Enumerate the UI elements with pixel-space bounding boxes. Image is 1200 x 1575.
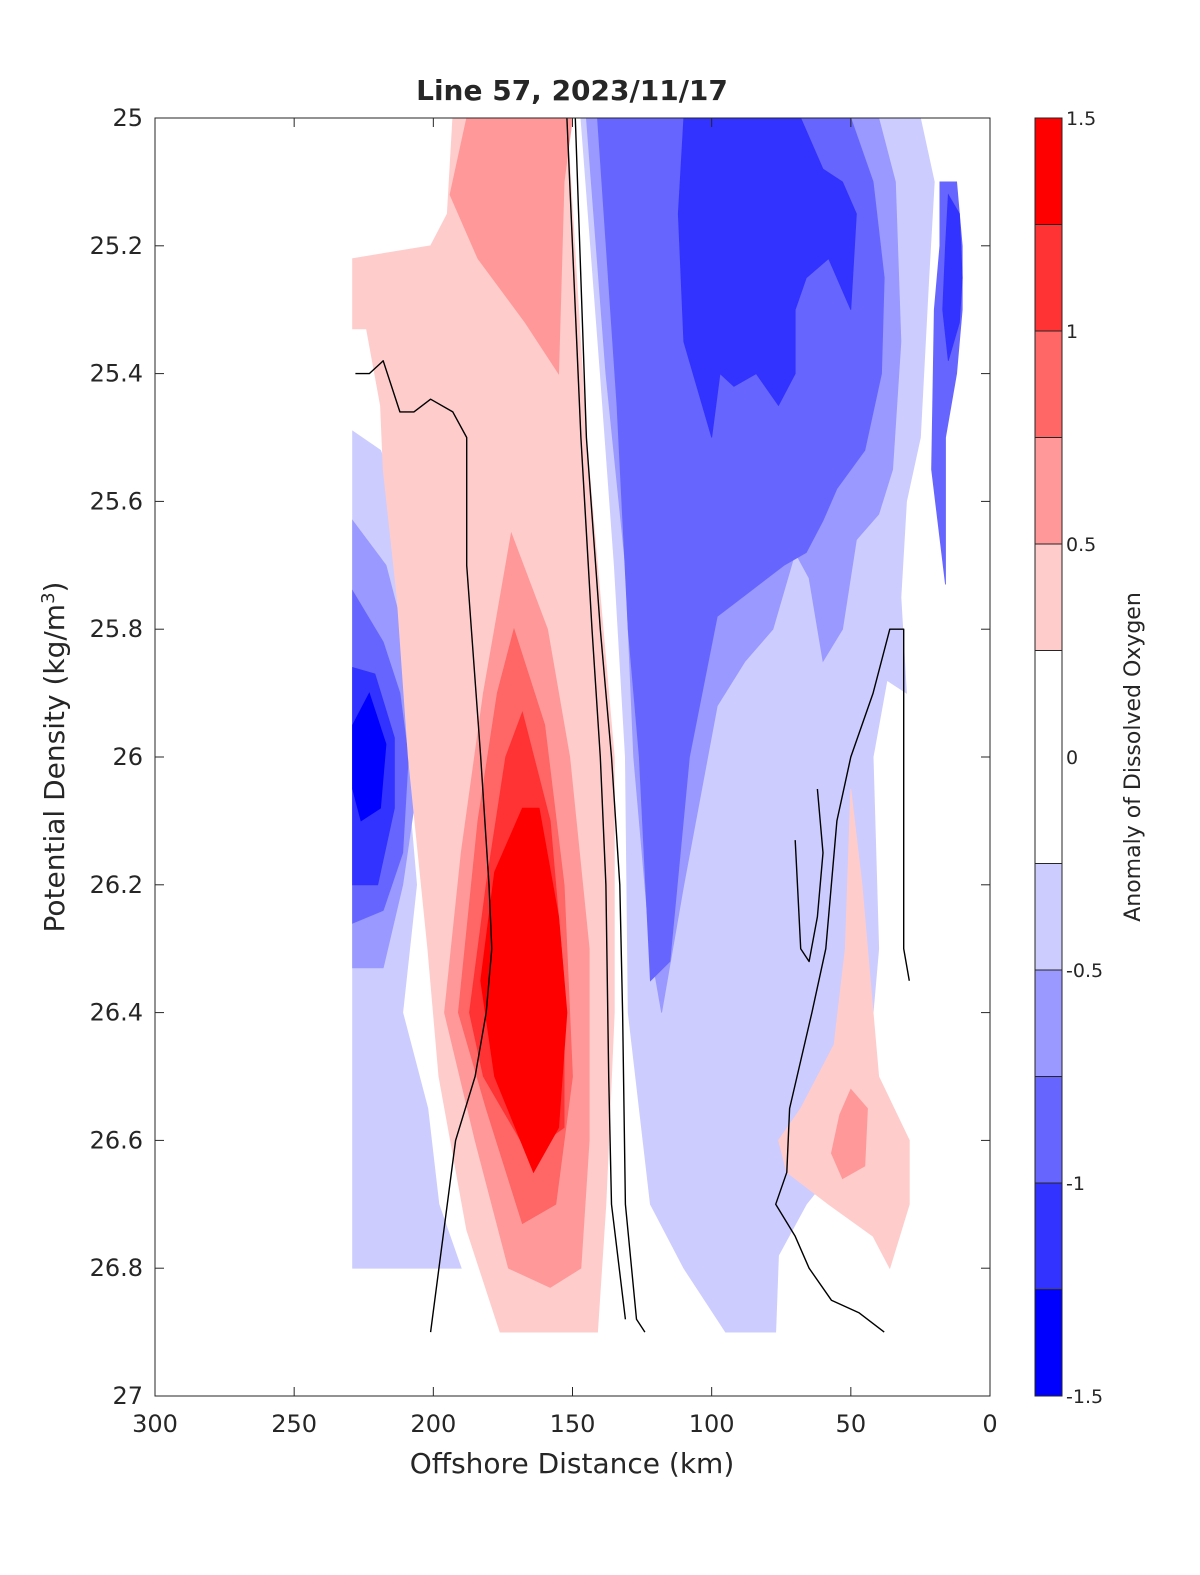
x-tick-label: 300 (132, 1410, 178, 1438)
colorbar-band (1035, 118, 1062, 225)
chart-title: Line 57, 2023/11/17 (416, 74, 728, 107)
x-tick-label: 200 (410, 1410, 456, 1438)
x-axis-ticks: 300 250 200 150 100 50 0 (132, 118, 998, 1438)
y-tick-label: 25.6 (90, 487, 143, 515)
zero-contour-offshore (355, 360, 493, 1333)
contour-band-offshore-low-5 (352, 692, 387, 822)
colorbar-tick-label: 0 (1066, 747, 1078, 769)
x-axis-label: Offshore Distance (km) (410, 1447, 735, 1480)
x-tick-label: 100 (689, 1410, 735, 1438)
colorbar-label: Anomaly of Dissolved Oxygen (1121, 592, 1146, 922)
colorbar-band (1035, 1183, 1062, 1290)
zero-contours (355, 117, 910, 1333)
y-axis-label: Potential Density (kg/m3) (38, 582, 72, 933)
x-tick-label: 150 (550, 1410, 596, 1438)
colorbar-tick-label: 1 (1066, 321, 1078, 343)
zero-contour-mid-2 (566, 117, 627, 1320)
y-tick-label: 26.8 (90, 1254, 143, 1282)
y-tick-label: 25.8 (90, 615, 143, 643)
colorbar-band (1035, 331, 1062, 438)
contour-band-mid-high-6 (480, 807, 568, 1174)
contour-band-near-low-3 (597, 117, 885, 982)
colorbar-ticks: 1.5 1 0.5 0 -0.5 -1 -1.5 (1035, 108, 1103, 1408)
x-tick-label: 250 (271, 1410, 317, 1438)
colorbar-band (1035, 224, 1062, 331)
contour-fills (352, 117, 963, 1333)
y-tick-label: 25.4 (90, 360, 143, 388)
colorbar-band (1035, 1076, 1062, 1183)
contour-band-near-high-1 (778, 788, 910, 1270)
plot-area: 300 250 200 150 100 50 0 2525.225.425.625.8262… (90, 104, 998, 1438)
colorbar-band (1035, 970, 1062, 1077)
y-tick-label: 26.4 (90, 999, 143, 1027)
y-tick-label: 25 (112, 104, 143, 132)
colorbar-tick-label: -0.5 (1066, 960, 1103, 982)
colorbar-band (1035, 544, 1062, 651)
contour-band-near-high-2 (830, 1088, 868, 1180)
x-tick-label: 50 (836, 1410, 867, 1438)
colorbar: 1.5 1 0.5 0 -0.5 -1 -1.5 (1034, 108, 1103, 1408)
contour-band-near-low-6 (942, 193, 963, 361)
y-tick-label: 26.2 (90, 871, 143, 899)
colorbar-tick-label: -1 (1066, 1173, 1085, 1195)
zero-contour-nearshore (775, 628, 910, 1333)
colorbar-tick-label: -1.5 (1066, 1386, 1103, 1408)
x-tick-label: 0 (982, 1410, 997, 1438)
y-tick-label: 27 (112, 1382, 143, 1410)
y-axis-ticks: 25 25.2 25.4 25.6 25.8 26 26.2 26.4 26.6 26.8 27 (90, 104, 990, 1410)
y-tick-label: 26.6 (90, 1126, 143, 1154)
colorbar-tick-label: 0.5 (1066, 534, 1096, 556)
colorbar-band (1035, 1289, 1062, 1396)
zero-contour-loop (794, 788, 824, 963)
contour-band-near-low-4 (677, 117, 857, 438)
colorbar-band (1035, 437, 1062, 544)
y-tick-label: 25.2 (90, 232, 143, 260)
colorbar-bands (1035, 118, 1062, 1396)
zero-contour-mid-1 (574, 117, 646, 1333)
colorbar-tick-label: 1.5 (1066, 108, 1096, 130)
colorbar-band (1035, 650, 1062, 864)
y-tick-label: 26 (112, 743, 143, 771)
colorbar-band (1035, 863, 1062, 970)
